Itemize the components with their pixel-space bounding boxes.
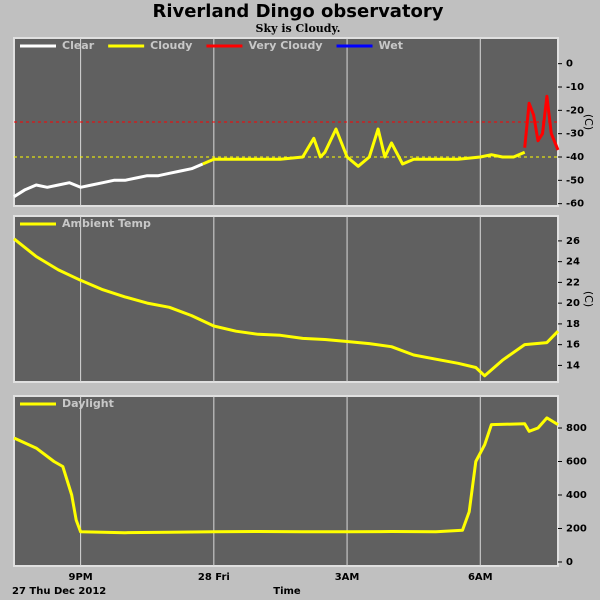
y-tick-label: -40 xyxy=(566,152,584,163)
y-tick-label: 18 xyxy=(566,319,580,330)
x-tick-label: 28 Fri xyxy=(198,572,230,583)
y-tick-label: 22 xyxy=(566,277,580,288)
x-tick-label: 9PM xyxy=(68,572,92,583)
data-line xyxy=(13,162,204,198)
chart-subtitle: Sky is Cloudy. xyxy=(256,22,341,35)
legend-label: Cloudy xyxy=(150,39,192,52)
plot-area xyxy=(13,395,559,567)
legend-label: Daylight xyxy=(62,397,114,410)
x-tick-label: 3AM xyxy=(335,572,360,583)
x-tick-label: 6AM xyxy=(468,572,493,583)
y-tick-label: 400 xyxy=(566,490,587,501)
y-tick-label: 20 xyxy=(566,298,580,309)
legend-label: Very Cloudy xyxy=(248,39,322,52)
y-tick-label: 0 xyxy=(566,59,573,70)
y-tick-label: -60 xyxy=(566,199,584,210)
y-tick-label: -20 xyxy=(566,105,584,116)
date-label: 27 Thu Dec 2012 xyxy=(12,586,106,597)
y-tick-label: 200 xyxy=(566,523,587,534)
legend-label: Wet xyxy=(379,39,403,52)
data-line xyxy=(202,127,526,168)
y-tick-label: 800 xyxy=(566,423,587,434)
y-tick-label: 24 xyxy=(566,257,580,268)
legend-label: Ambient Temp xyxy=(62,217,151,230)
y-tick-label: 26 xyxy=(566,236,580,247)
y-axis-label: (C) xyxy=(582,114,595,130)
y-tick-label: -50 xyxy=(566,175,584,186)
x-axis-label: Time xyxy=(273,586,301,597)
data-line xyxy=(13,237,560,378)
chart-title: Riverland Dingo observatory xyxy=(152,1,443,22)
y-tick-label: -10 xyxy=(566,82,584,93)
y-tick-label: 600 xyxy=(566,456,587,467)
y-axis-label: (C) xyxy=(582,291,595,307)
y-tick-label: 14 xyxy=(566,360,580,371)
plot-area xyxy=(13,215,559,383)
y-tick-label: 0 xyxy=(566,557,573,568)
y-tick-label: -30 xyxy=(566,129,584,140)
data-line xyxy=(13,416,559,535)
y-tick-label: 16 xyxy=(566,340,580,351)
legend-label: Clear xyxy=(62,39,95,52)
data-line xyxy=(523,94,560,151)
